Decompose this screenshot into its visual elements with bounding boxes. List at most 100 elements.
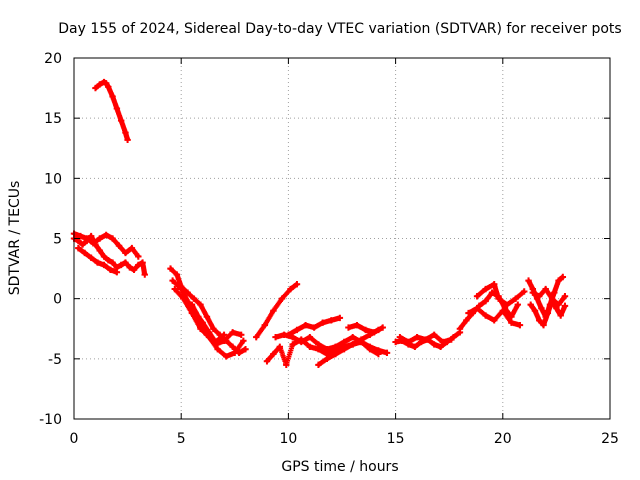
series-trough-b xyxy=(272,331,391,357)
data-point xyxy=(169,277,176,284)
y-tick-label: 15 xyxy=(44,111,62,127)
series-early-high xyxy=(92,78,131,144)
data-point xyxy=(167,265,174,272)
data-point xyxy=(81,249,88,257)
data-point xyxy=(263,358,271,365)
data-point xyxy=(512,295,519,302)
data-point xyxy=(332,350,339,358)
data-point xyxy=(124,136,131,144)
data-point xyxy=(349,333,356,341)
data-point xyxy=(173,271,181,278)
data-point xyxy=(90,240,97,247)
x-axis-label: GPS time / hours xyxy=(281,459,398,475)
y-tick-label: -5 xyxy=(48,352,62,368)
data-point xyxy=(293,326,301,334)
y-axis-label: SDTVAR / TECUs xyxy=(7,181,23,296)
data-point xyxy=(544,309,552,317)
data-point xyxy=(482,297,489,305)
data-point xyxy=(188,301,196,308)
series-trough-c xyxy=(285,314,344,338)
data-point xyxy=(340,338,348,346)
data-point xyxy=(540,321,547,329)
data-point xyxy=(536,317,543,324)
data-point xyxy=(285,331,292,338)
data-point xyxy=(109,93,116,100)
data-point xyxy=(553,305,560,312)
data-point xyxy=(319,319,326,326)
data-point xyxy=(180,295,187,302)
data-point xyxy=(220,331,228,338)
data-point xyxy=(135,261,142,269)
data-point xyxy=(197,325,204,332)
data-point xyxy=(94,259,101,266)
data-point xyxy=(212,338,219,346)
data-point xyxy=(107,266,114,273)
series-descent-a xyxy=(167,265,249,357)
data-point xyxy=(328,317,335,324)
axis-ticks: 0 5 10 15 20 25 -10 -5 0 5 10 15 20 xyxy=(39,51,619,447)
data-point xyxy=(115,242,123,249)
data-point xyxy=(113,268,121,276)
series-flat-b xyxy=(396,331,455,346)
x-tick-label: 20 xyxy=(494,431,512,447)
data-point xyxy=(561,293,569,300)
data-point xyxy=(278,295,286,302)
data-point xyxy=(289,333,296,341)
data-point xyxy=(306,333,314,341)
data-point xyxy=(529,289,537,296)
data-point xyxy=(77,232,84,240)
x-tick-label: 0 xyxy=(70,431,79,447)
data-point xyxy=(430,331,438,338)
data-point xyxy=(96,81,103,88)
data-point xyxy=(105,83,112,91)
data-point xyxy=(87,254,95,261)
x-tick-label: 15 xyxy=(387,431,405,447)
data-point xyxy=(261,321,269,329)
data-point xyxy=(555,277,562,284)
data-point xyxy=(220,337,228,344)
data-point xyxy=(411,343,419,350)
series-rise xyxy=(253,281,301,341)
data-point xyxy=(171,285,178,293)
data-point xyxy=(349,341,356,348)
series-trough-e xyxy=(345,321,386,336)
series-late-rise-c xyxy=(473,281,528,308)
data-point xyxy=(473,305,481,312)
data-point xyxy=(396,333,404,341)
data-point xyxy=(128,244,136,252)
data-point xyxy=(240,337,247,344)
y-tick-label: 10 xyxy=(44,171,62,187)
data-point xyxy=(100,261,108,269)
data-point xyxy=(323,355,331,363)
grid-lines xyxy=(74,58,610,419)
data-point xyxy=(538,305,545,312)
data-point xyxy=(463,317,470,324)
data-point xyxy=(508,319,515,326)
series-morning-3 xyxy=(75,244,121,276)
data-point xyxy=(270,350,277,358)
data-point xyxy=(79,241,86,248)
data-point xyxy=(310,324,318,331)
data-point xyxy=(514,301,522,308)
data-point xyxy=(439,338,446,346)
data-point xyxy=(353,321,361,329)
data-point xyxy=(122,259,129,266)
series-descent-d xyxy=(188,301,228,346)
data-point xyxy=(323,346,331,353)
data-point xyxy=(345,324,352,331)
series-morning-2 xyxy=(70,230,142,260)
data-point xyxy=(531,307,539,314)
data-point xyxy=(465,309,472,317)
data-point xyxy=(413,333,421,341)
x-tick-label: 10 xyxy=(279,431,297,447)
x-tick-label: 5 xyxy=(177,431,186,447)
data-point xyxy=(499,307,506,314)
data-point xyxy=(96,235,103,242)
data-point xyxy=(340,346,348,353)
data-point xyxy=(298,338,305,346)
data-point xyxy=(516,321,524,329)
data-point xyxy=(87,232,95,240)
data-point xyxy=(238,331,245,338)
data-point xyxy=(306,343,314,350)
data-point xyxy=(105,256,112,264)
